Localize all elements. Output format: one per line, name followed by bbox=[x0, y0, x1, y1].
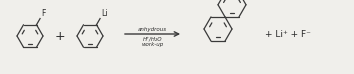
Text: H⁺/H₂O: H⁺/H₂O bbox=[143, 36, 162, 41]
Text: Li: Li bbox=[101, 9, 108, 18]
Text: anhydrous: anhydrous bbox=[138, 27, 167, 32]
Text: F: F bbox=[41, 9, 45, 18]
Text: +: + bbox=[55, 30, 65, 42]
Text: work-up: work-up bbox=[141, 42, 164, 47]
Text: + Li⁺ + F⁻: + Li⁺ + F⁻ bbox=[265, 30, 311, 38]
